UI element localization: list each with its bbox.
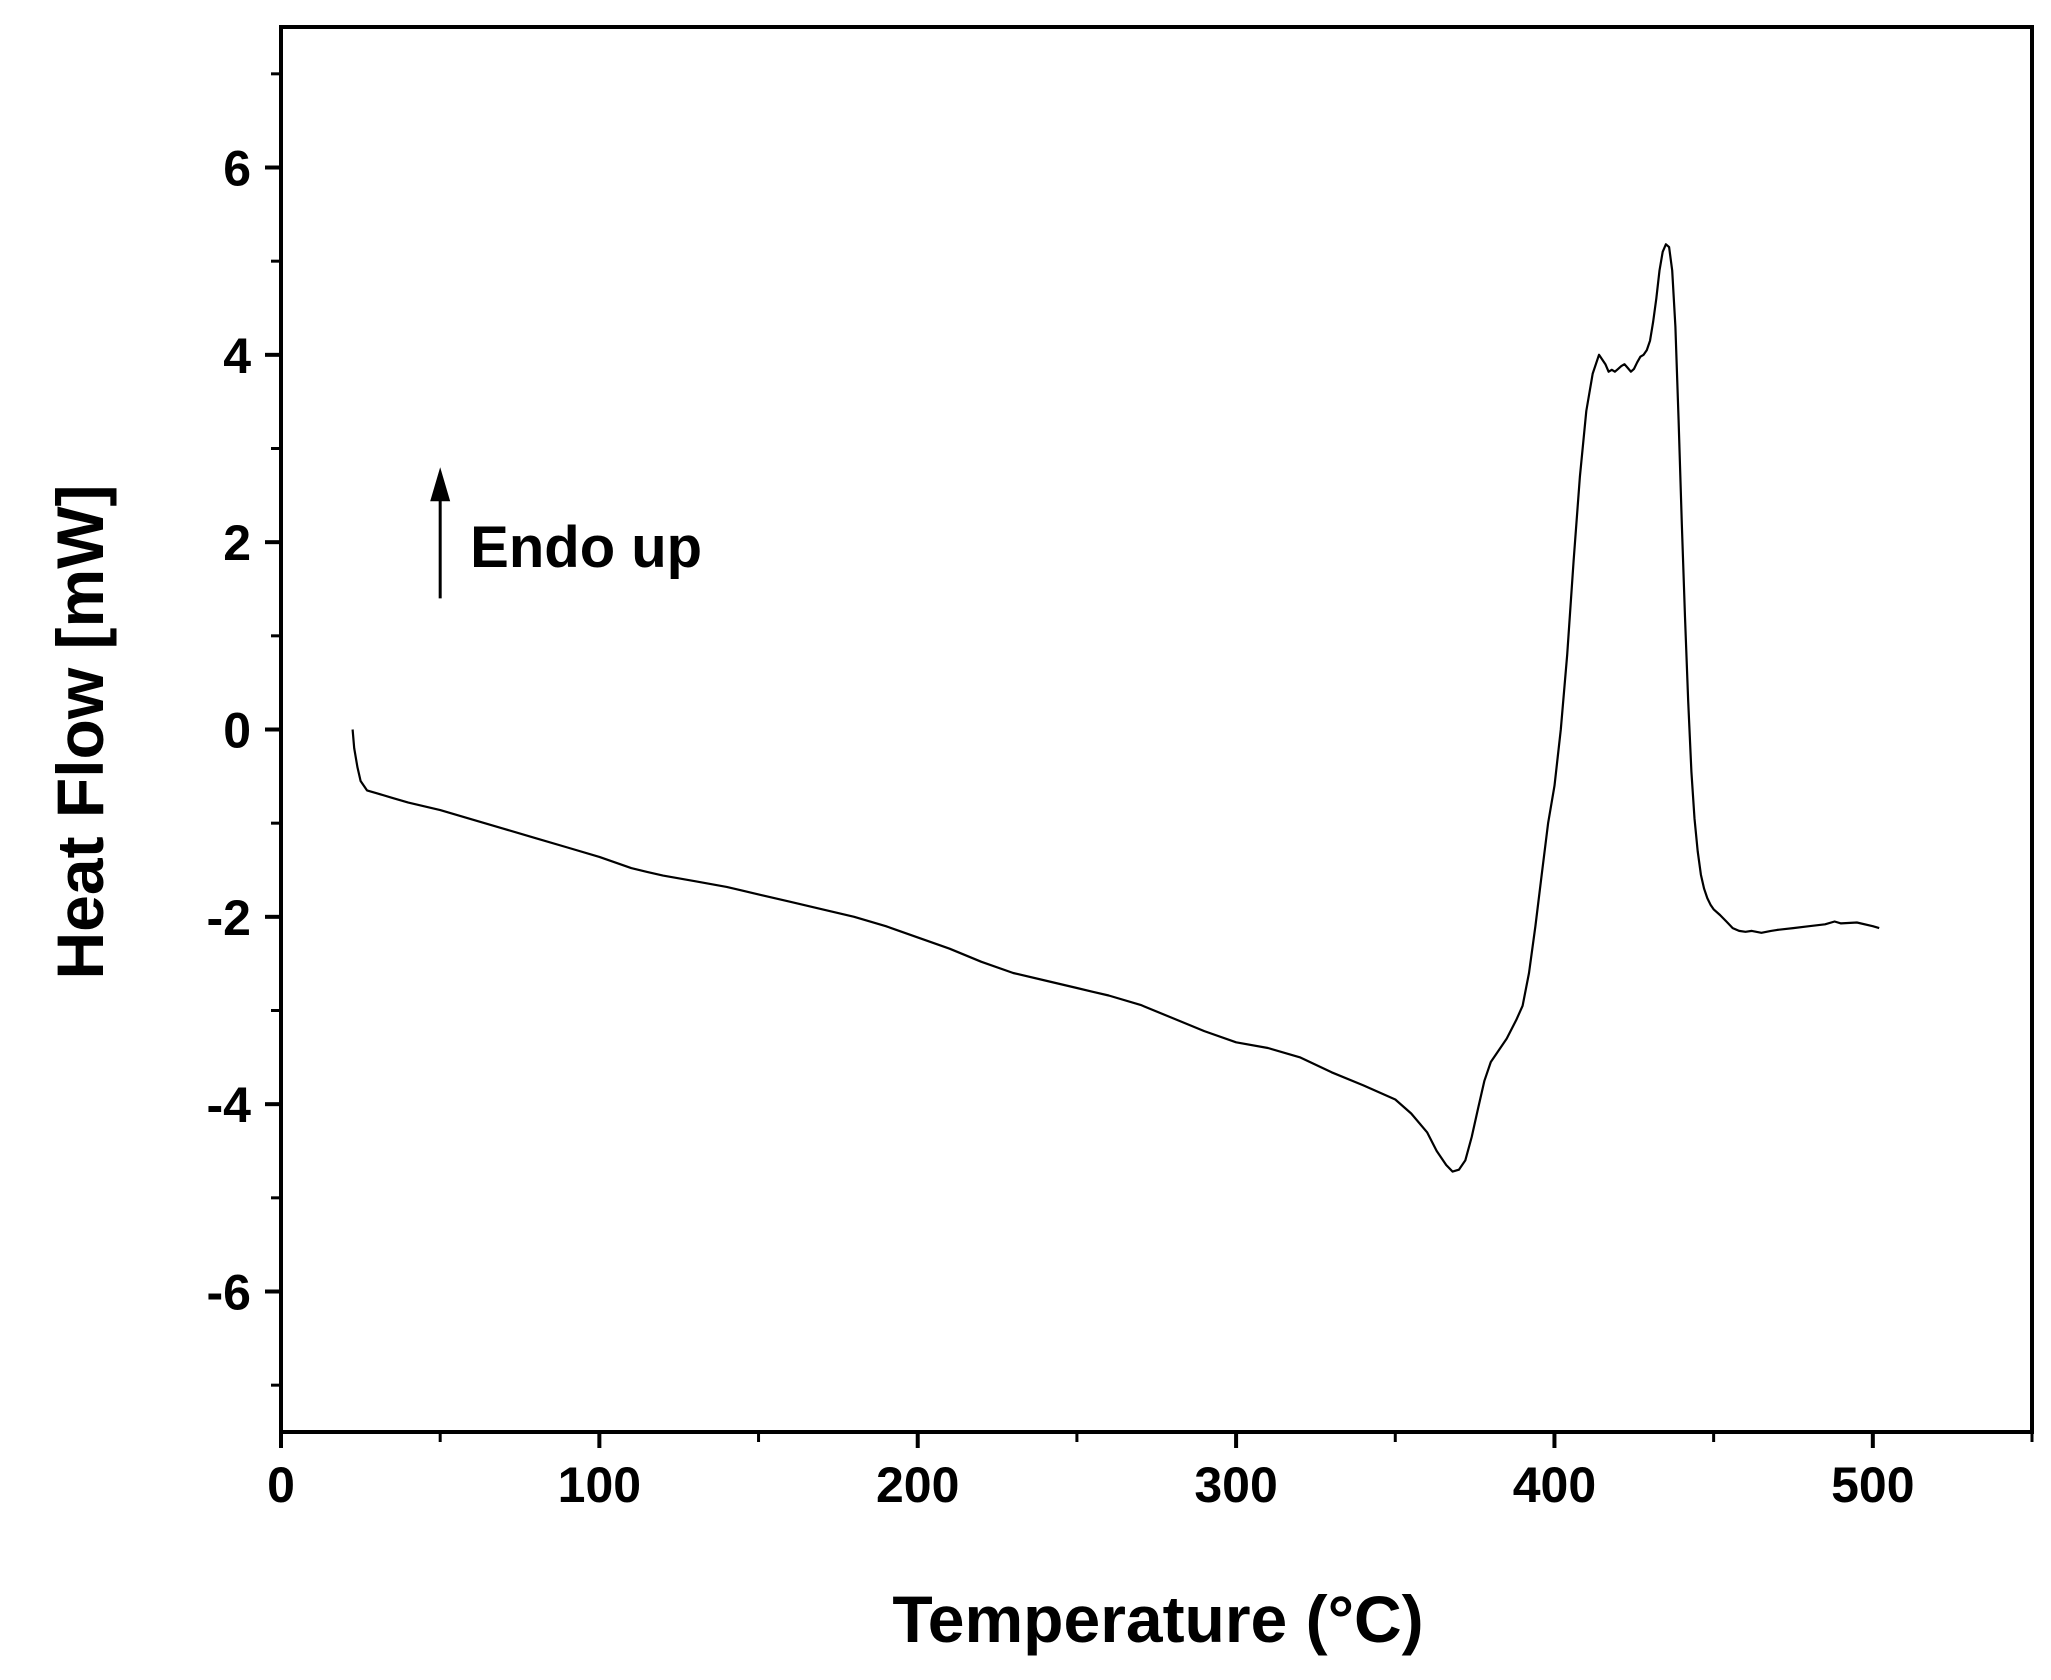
plot-frame	[279, 25, 2034, 1434]
y-tick-label: 4	[223, 328, 251, 384]
y-tick-label: -2	[207, 890, 251, 946]
x-axis-title: Temperature (°C)	[892, 1582, 1423, 1656]
endo-up-label: Endo up	[470, 515, 702, 580]
y-axis-title: Heat Flow [mW]	[43, 485, 117, 980]
x-axis-tick-labels: 0 100 200 300 400 500	[267, 1457, 1914, 1513]
x-tick-label: 500	[1831, 1457, 1914, 1513]
y-axis-ticks	[265, 72, 281, 1387]
y-tick-label: -6	[207, 1265, 251, 1321]
y-tick-label: 6	[223, 141, 251, 197]
plot-border	[279, 25, 2034, 1434]
endo-up-arrow-head	[430, 467, 451, 502]
x-tick-label: 0	[267, 1457, 295, 1513]
x-axis-ticks	[279, 1432, 2034, 1448]
y-tick-label: 2	[223, 515, 251, 571]
y-tick-label: -4	[207, 1077, 252, 1133]
x-tick-label: 200	[876, 1457, 959, 1513]
y-tick-label: 0	[223, 703, 251, 759]
y-axis-tick-labels: -6 -4 -2 0 2 4 6	[207, 141, 252, 1321]
x-tick-label: 400	[1513, 1457, 1596, 1513]
x-tick-label: 300	[1194, 1457, 1277, 1513]
series-layer	[351, 243, 1880, 1173]
heat-flow-line	[351, 243, 1880, 1173]
x-tick-label: 100	[558, 1457, 641, 1513]
endo-up-annotation: Endo up	[430, 467, 702, 599]
